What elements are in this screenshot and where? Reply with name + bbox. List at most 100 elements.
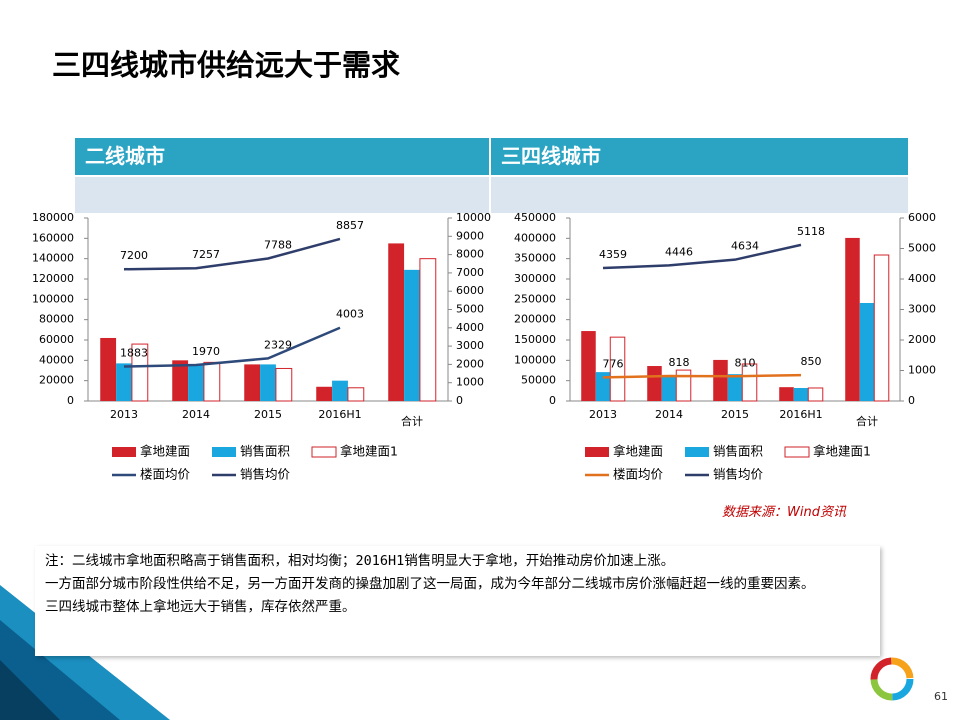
bar	[419, 258, 437, 402]
bar	[595, 372, 611, 401]
y-tick-label: 200000	[514, 313, 556, 326]
y2-tick-label: 6000	[456, 284, 484, 297]
data-label: 2329	[264, 338, 292, 351]
legend-label: 销售均价	[240, 467, 291, 482]
bar	[727, 374, 743, 401]
data-label: 4359	[599, 248, 627, 261]
legend-swatch	[311, 446, 337, 458]
bar	[131, 343, 149, 402]
y2-tick-label: 7000	[456, 266, 484, 279]
x-tick-label: 2013	[110, 408, 138, 421]
legend-label: 楼面均价	[613, 467, 664, 482]
y2-tick-label: 9000	[456, 229, 484, 242]
legend-label: 楼面均价	[140, 467, 191, 482]
bar	[275, 367, 293, 402]
x-tick-label: 合计	[401, 414, 423, 428]
x-tick-label: 2015	[721, 408, 749, 421]
data-label: 818	[669, 356, 690, 369]
bar	[172, 360, 189, 401]
data-label: 7788	[264, 238, 292, 251]
y-tick-label: 180000	[32, 211, 74, 224]
legend-label: 拿地建面1	[813, 444, 871, 459]
data-label: 1970	[192, 345, 220, 358]
line	[602, 373, 802, 379]
y2-tick-label: 2000	[908, 333, 936, 346]
bar	[873, 254, 890, 402]
x-tick-label: 2014	[182, 408, 210, 421]
data-label: 4003	[336, 308, 364, 321]
source: 数据来源：Wind资讯	[722, 505, 846, 520]
bar	[713, 359, 728, 401]
line	[602, 243, 802, 270]
data-label: 810	[735, 356, 756, 369]
y2-tick-label: 0	[456, 394, 463, 407]
legend-swatch	[585, 447, 609, 457]
bar	[661, 374, 677, 401]
y2-tick-label: 8000	[456, 248, 484, 261]
legend-swatch	[784, 446, 810, 458]
y2-tick-label: 1000	[908, 364, 936, 377]
bar	[779, 387, 794, 401]
bar	[244, 364, 261, 401]
y-tick-label: 0	[67, 394, 74, 407]
y-tick-label: 60000	[39, 333, 74, 346]
y2-tick-label: 6000	[908, 211, 936, 224]
data-label: 776	[603, 357, 624, 370]
bar	[316, 386, 333, 401]
charts: 0200004000060000800001000001200001400001…	[32, 211, 936, 482]
bar	[260, 364, 276, 401]
x-tick-label: 2016H1	[779, 408, 822, 421]
bar	[807, 387, 824, 402]
table-row	[491, 177, 908, 213]
bar	[741, 363, 758, 402]
note: 注：二线城市拿地面积略高于销售面积，相对均衡；2016H1销售明显大于拿地，开始…	[45, 553, 675, 569]
y2-tick-label: 1000	[456, 376, 484, 389]
legend-label: 拿地建面1	[340, 444, 398, 459]
y-tick-label: 250000	[514, 292, 556, 305]
x-tick-label: 2015	[254, 408, 282, 421]
bar	[347, 387, 365, 402]
y2-tick-label: 3000	[456, 339, 484, 352]
data-label: 1883	[120, 347, 148, 360]
bar	[845, 237, 860, 401]
bar	[581, 331, 596, 401]
y2-tick-label: 5000	[908, 242, 936, 255]
legend-label: 销售均价	[713, 467, 764, 482]
bar	[793, 387, 809, 401]
y-tick-label: 150000	[514, 333, 556, 346]
y2-tick-label: 4000	[908, 272, 936, 285]
table-header: 三四线城市	[491, 138, 908, 175]
note: 一方面部分城市阶段性供给不足，另一方面开发商的操盘加剧了这一局面，成为今年部分二…	[45, 576, 815, 592]
bar	[116, 363, 132, 401]
legend-swatch	[212, 447, 236, 457]
line	[123, 326, 341, 368]
bar	[188, 365, 204, 401]
y-tick-label: 140000	[32, 252, 74, 265]
y2-tick-label: 2000	[456, 357, 484, 370]
y-tick-label: 50000	[521, 374, 556, 387]
bar	[100, 337, 117, 401]
y-tick-label: 20000	[39, 374, 74, 387]
y2-tick-label: 10000	[456, 211, 491, 224]
y-tick-label: 40000	[39, 353, 74, 366]
y2-tick-label: 4000	[456, 321, 484, 334]
slide-title: 三四线城市供给远大于需求	[52, 48, 401, 82]
bar	[647, 366, 662, 401]
legend-label: 销售面积	[240, 444, 290, 459]
y2-tick-label: 0	[908, 394, 915, 407]
y-tick-label: 300000	[514, 272, 556, 285]
y-tick-label: 100000	[514, 353, 556, 366]
y-tick-label: 350000	[514, 252, 556, 265]
bar	[859, 302, 875, 401]
legend-label: 销售面积	[713, 444, 763, 459]
y2-tick-label: 5000	[456, 303, 484, 316]
x-tick-label: 合计	[856, 414, 878, 428]
line	[123, 237, 341, 271]
note: 三四线城市整体上拿地远大于销售，库存依然严重。	[45, 599, 356, 615]
y-tick-label: 100000	[32, 292, 74, 305]
y-tick-label: 400000	[514, 231, 556, 244]
table-row	[75, 177, 489, 213]
y-tick-label: 80000	[39, 313, 74, 326]
bar	[675, 369, 692, 402]
